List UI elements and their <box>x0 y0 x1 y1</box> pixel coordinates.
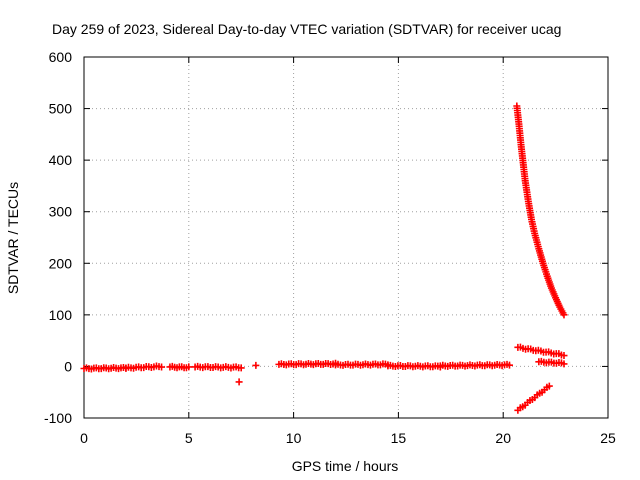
y-tick-label: 100 <box>49 307 73 323</box>
data-point <box>560 360 568 368</box>
x-tick-label: 20 <box>495 430 511 446</box>
series-upper-tail <box>514 343 568 360</box>
data-point <box>527 213 535 221</box>
y-tick-label: 500 <box>49 101 73 117</box>
series-high-decay <box>513 102 568 319</box>
data-point <box>534 243 542 251</box>
data-point <box>235 378 243 386</box>
y-tick-label: 400 <box>49 152 73 168</box>
y-tick-label: 300 <box>49 204 73 220</box>
plot-frame <box>83 56 609 419</box>
data-point <box>252 361 260 369</box>
x-tick-labels: 0 5 10 15 20 25 <box>80 430 616 446</box>
series-middle-tail <box>535 357 568 368</box>
data-point <box>505 361 513 369</box>
data-point <box>185 363 193 371</box>
data-point <box>547 282 555 290</box>
data-point <box>158 363 166 371</box>
data-point <box>538 257 546 265</box>
chart-title: Day 259 of 2023, Sidereal Day-to-day VTE… <box>52 21 561 37</box>
x-tick-label: 10 <box>286 430 302 446</box>
x-tick-label: 25 <box>600 430 616 446</box>
ticks-layer <box>83 56 609 419</box>
y-tick-label: -100 <box>44 410 72 426</box>
data-point <box>237 364 245 372</box>
y-tick-label: 600 <box>49 49 73 65</box>
x-tick-label: 15 <box>391 430 407 446</box>
x-axis-label: GPS time / hours <box>292 458 399 474</box>
data-point <box>545 382 553 390</box>
x-tick-label: 0 <box>80 430 88 446</box>
data-point <box>559 309 567 317</box>
y-axis-label: SDTVAR / TECUs <box>5 182 21 294</box>
series-baseline <box>80 359 513 386</box>
data-layer <box>80 102 568 414</box>
y-tick-label: 200 <box>49 255 73 271</box>
x-tick-label: 5 <box>185 430 193 446</box>
data-point <box>551 292 559 300</box>
data-point <box>530 227 538 235</box>
data-point <box>560 352 568 360</box>
y-tick-labels: -100 0 100 200 300 400 500 600 <box>44 49 72 426</box>
data-point <box>543 270 551 278</box>
series-negative-branch <box>514 382 553 414</box>
data-point <box>555 301 563 309</box>
y-tick-label: 0 <box>64 358 72 374</box>
